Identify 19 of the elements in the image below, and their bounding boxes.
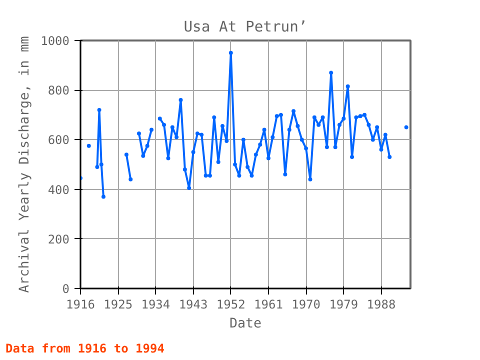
- x-tick-label: 1934: [141, 298, 170, 312]
- x-tick-label: 1952: [216, 298, 246, 312]
- x-tick-label: 1970: [292, 298, 321, 312]
- y-tick-label: 1000: [40, 34, 70, 48]
- x-tick-label: 1925: [104, 298, 133, 312]
- y-tick-label: 800: [48, 84, 70, 98]
- x-axis-title: Date: [229, 316, 262, 332]
- x-tick-label: 1979: [329, 298, 358, 312]
- text: Data from 1916 to 1994: [6, 342, 164, 356]
- chart-title: Usa At Petrun’: [184, 18, 308, 36]
- x-tick-label: 1916: [66, 298, 95, 312]
- y-tick-label: 600: [48, 133, 70, 148]
- y-axis-title: Archival Yearly Discharge, in mm: [18, 36, 33, 293]
- y-tick-label: 200: [48, 232, 70, 246]
- x-tick-label: 1943: [178, 298, 208, 312]
- y-tick-label: 400: [48, 182, 70, 197]
- y-tick-label: 0: [62, 282, 70, 296]
- x-tick-label: 1961: [254, 298, 283, 312]
- x-tick-label: 1988: [366, 298, 396, 312]
